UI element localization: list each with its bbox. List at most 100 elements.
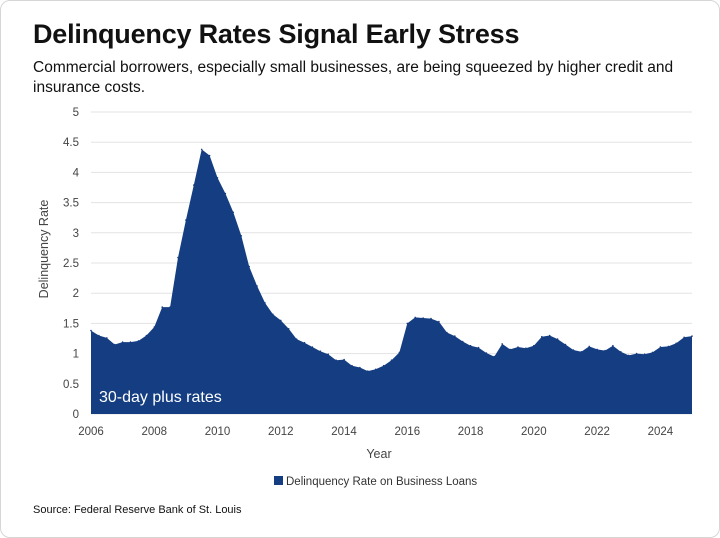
data-point [572,349,575,351]
chart-subtitle: Commercial borrowers, especially small b… [33,59,674,96]
data-point [643,353,646,356]
data-point [620,351,622,353]
data-point [501,343,504,345]
data-point [106,337,108,339]
y-tick-label: 4 [73,167,80,179]
y-tick-label: 5 [73,107,79,119]
data-point [446,331,448,334]
x-tick-label: 2020 [521,426,547,438]
x-axis-label: Year [366,447,391,461]
y-tick-label: 3.5 [63,198,79,210]
data-point [280,319,282,322]
data-point [90,329,92,332]
data-point [659,346,662,348]
data-point [588,345,590,348]
data-point [248,265,250,268]
data-point [216,177,219,179]
x-tick-labels: 2006 2008 2010 2012 2014 2016 2018 2020 2022 2024 [78,426,674,438]
y-tick-label: 2 [73,288,79,300]
source-note: Source: Federal Reserve Bank of St. Loui… [33,504,242,516]
data-point [596,348,598,351]
data-point [272,313,274,316]
data-point [438,320,440,323]
data-point [533,344,535,347]
x-tick-label: 2012 [268,426,294,438]
x-tick-label: 2016 [395,426,421,438]
data-point [683,336,685,339]
data-point [177,256,179,259]
data-point [667,345,670,348]
data-points [90,148,693,372]
data-point [414,316,417,319]
data-point [556,338,559,340]
data-point [327,353,330,356]
y-tick-label: 4.5 [63,137,79,149]
data-point [185,219,187,221]
x-tick-label: 2022 [584,426,610,438]
data-point [454,335,456,337]
data-point [193,184,195,186]
x-tick-label: 2010 [205,426,231,438]
data-point [390,359,393,362]
data-point [359,366,361,369]
data-point [525,347,527,350]
data-point [374,368,377,371]
x-tick-label: 2006 [78,426,104,438]
y-tick-label: 1.5 [63,318,79,330]
data-point [303,341,306,344]
x-tick-label: 2018 [458,426,484,438]
chart-canvas: 0 0.5 1 1.5 2 2.5 3 3.5 4 4.5 5 2006 2008 2010 2012 20… [37,107,693,488]
data-point [256,285,258,287]
data-point [564,343,567,346]
data-point [200,148,203,151]
y-tick-labels: 0 0.5 1 1.5 2 2.5 3 3.5 4 4.5 5 [63,107,80,421]
data-point [627,354,630,357]
chart-title: Delinquency Rates Signal Early Stress [33,19,520,49]
data-point [335,359,337,362]
data-point [675,342,677,345]
x-tick-label: 2008 [141,426,167,438]
y-tick-label: 0.5 [63,379,79,391]
y-tick-label: 3 [73,228,79,240]
data-point [224,192,227,195]
data-point [422,317,424,319]
data-point [406,322,409,325]
data-point [319,350,322,353]
data-point [153,326,156,328]
data-point [121,341,124,343]
data-point [295,338,298,340]
data-point [477,346,480,349]
area-annotation: 30-day plus rates [99,389,222,406]
data-point [461,340,464,343]
data-point [612,344,614,347]
data-point [382,364,385,367]
data-point [343,358,345,361]
data-point [98,334,100,337]
data-point [264,302,266,304]
data-point [691,335,693,337]
area-series-delinquency-rate [91,149,692,414]
data-point [367,370,369,372]
x-tick-label: 2014 [331,426,357,438]
data-point [240,235,243,237]
y-tick-label: 2.5 [63,258,79,270]
data-point [287,328,290,330]
y-tick-label: 1 [73,349,79,361]
data-point [541,335,543,338]
data-point [493,355,496,358]
y-tick-label: 0 [73,409,79,421]
data-point [169,306,171,308]
data-point [351,364,353,367]
data-point [469,344,472,347]
y-axis-label: Delinquency Rate [37,200,51,299]
data-point [509,348,511,351]
data-point [635,352,638,355]
data-point [208,154,211,157]
data-point [129,341,132,343]
data-point [604,349,606,352]
data-point [398,351,401,354]
data-point [517,346,519,348]
data-point [311,346,314,348]
data-point [113,343,116,346]
